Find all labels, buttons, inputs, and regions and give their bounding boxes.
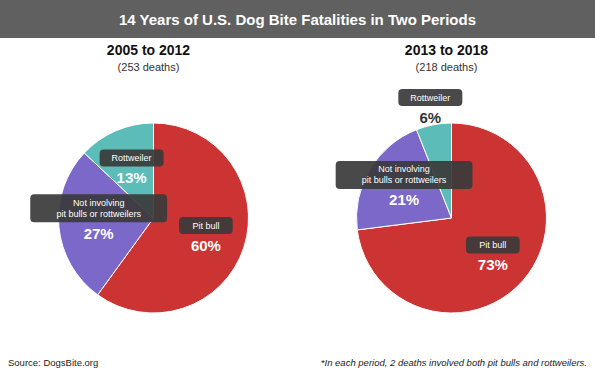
html-text:(218 deaths): (218 deaths) bbox=[415, 61, 478, 73]
svg-text:13%: 13% bbox=[117, 169, 147, 186]
html-text:*In each period, 2 deaths invo: *In each period, 2 deaths involved both … bbox=[320, 356, 587, 368]
html-text:(253 deaths): (253 deaths) bbox=[117, 61, 180, 73]
svg-text:Pit bull: Pit bull bbox=[192, 221, 219, 231]
svg-text:Rottweiler: Rottweiler bbox=[410, 93, 450, 103]
svg-text:Not involvingpit bulls or rott: Not involvingpit bulls or rottweilers bbox=[56, 198, 141, 219]
svg-text:21%: 21% bbox=[389, 191, 419, 208]
html-text:2005 to 2012: 2005 to 2012 bbox=[106, 42, 191, 58]
svg-text:60%: 60% bbox=[191, 237, 221, 254]
svg-text:Pit bull: Pit bull bbox=[479, 240, 506, 250]
svg-text:6%: 6% bbox=[419, 109, 441, 126]
svg-text:73%: 73% bbox=[478, 256, 508, 273]
svg-text:Rottweiler: Rottweiler bbox=[112, 153, 152, 163]
svg-text:27%: 27% bbox=[84, 225, 114, 242]
html-text:2013 to 2018: 2013 to 2018 bbox=[404, 42, 489, 58]
html-text:Source: DogsBite.org: Source: DogsBite.org bbox=[8, 356, 99, 368]
svg-text:Not involvingpit bulls or rott: Not involvingpit bulls or rottweilers bbox=[362, 164, 447, 185]
html-text:14 Years of U.S. Dog Bite Fata: 14 Years of U.S. Dog Bite Fatalities in … bbox=[119, 10, 476, 28]
